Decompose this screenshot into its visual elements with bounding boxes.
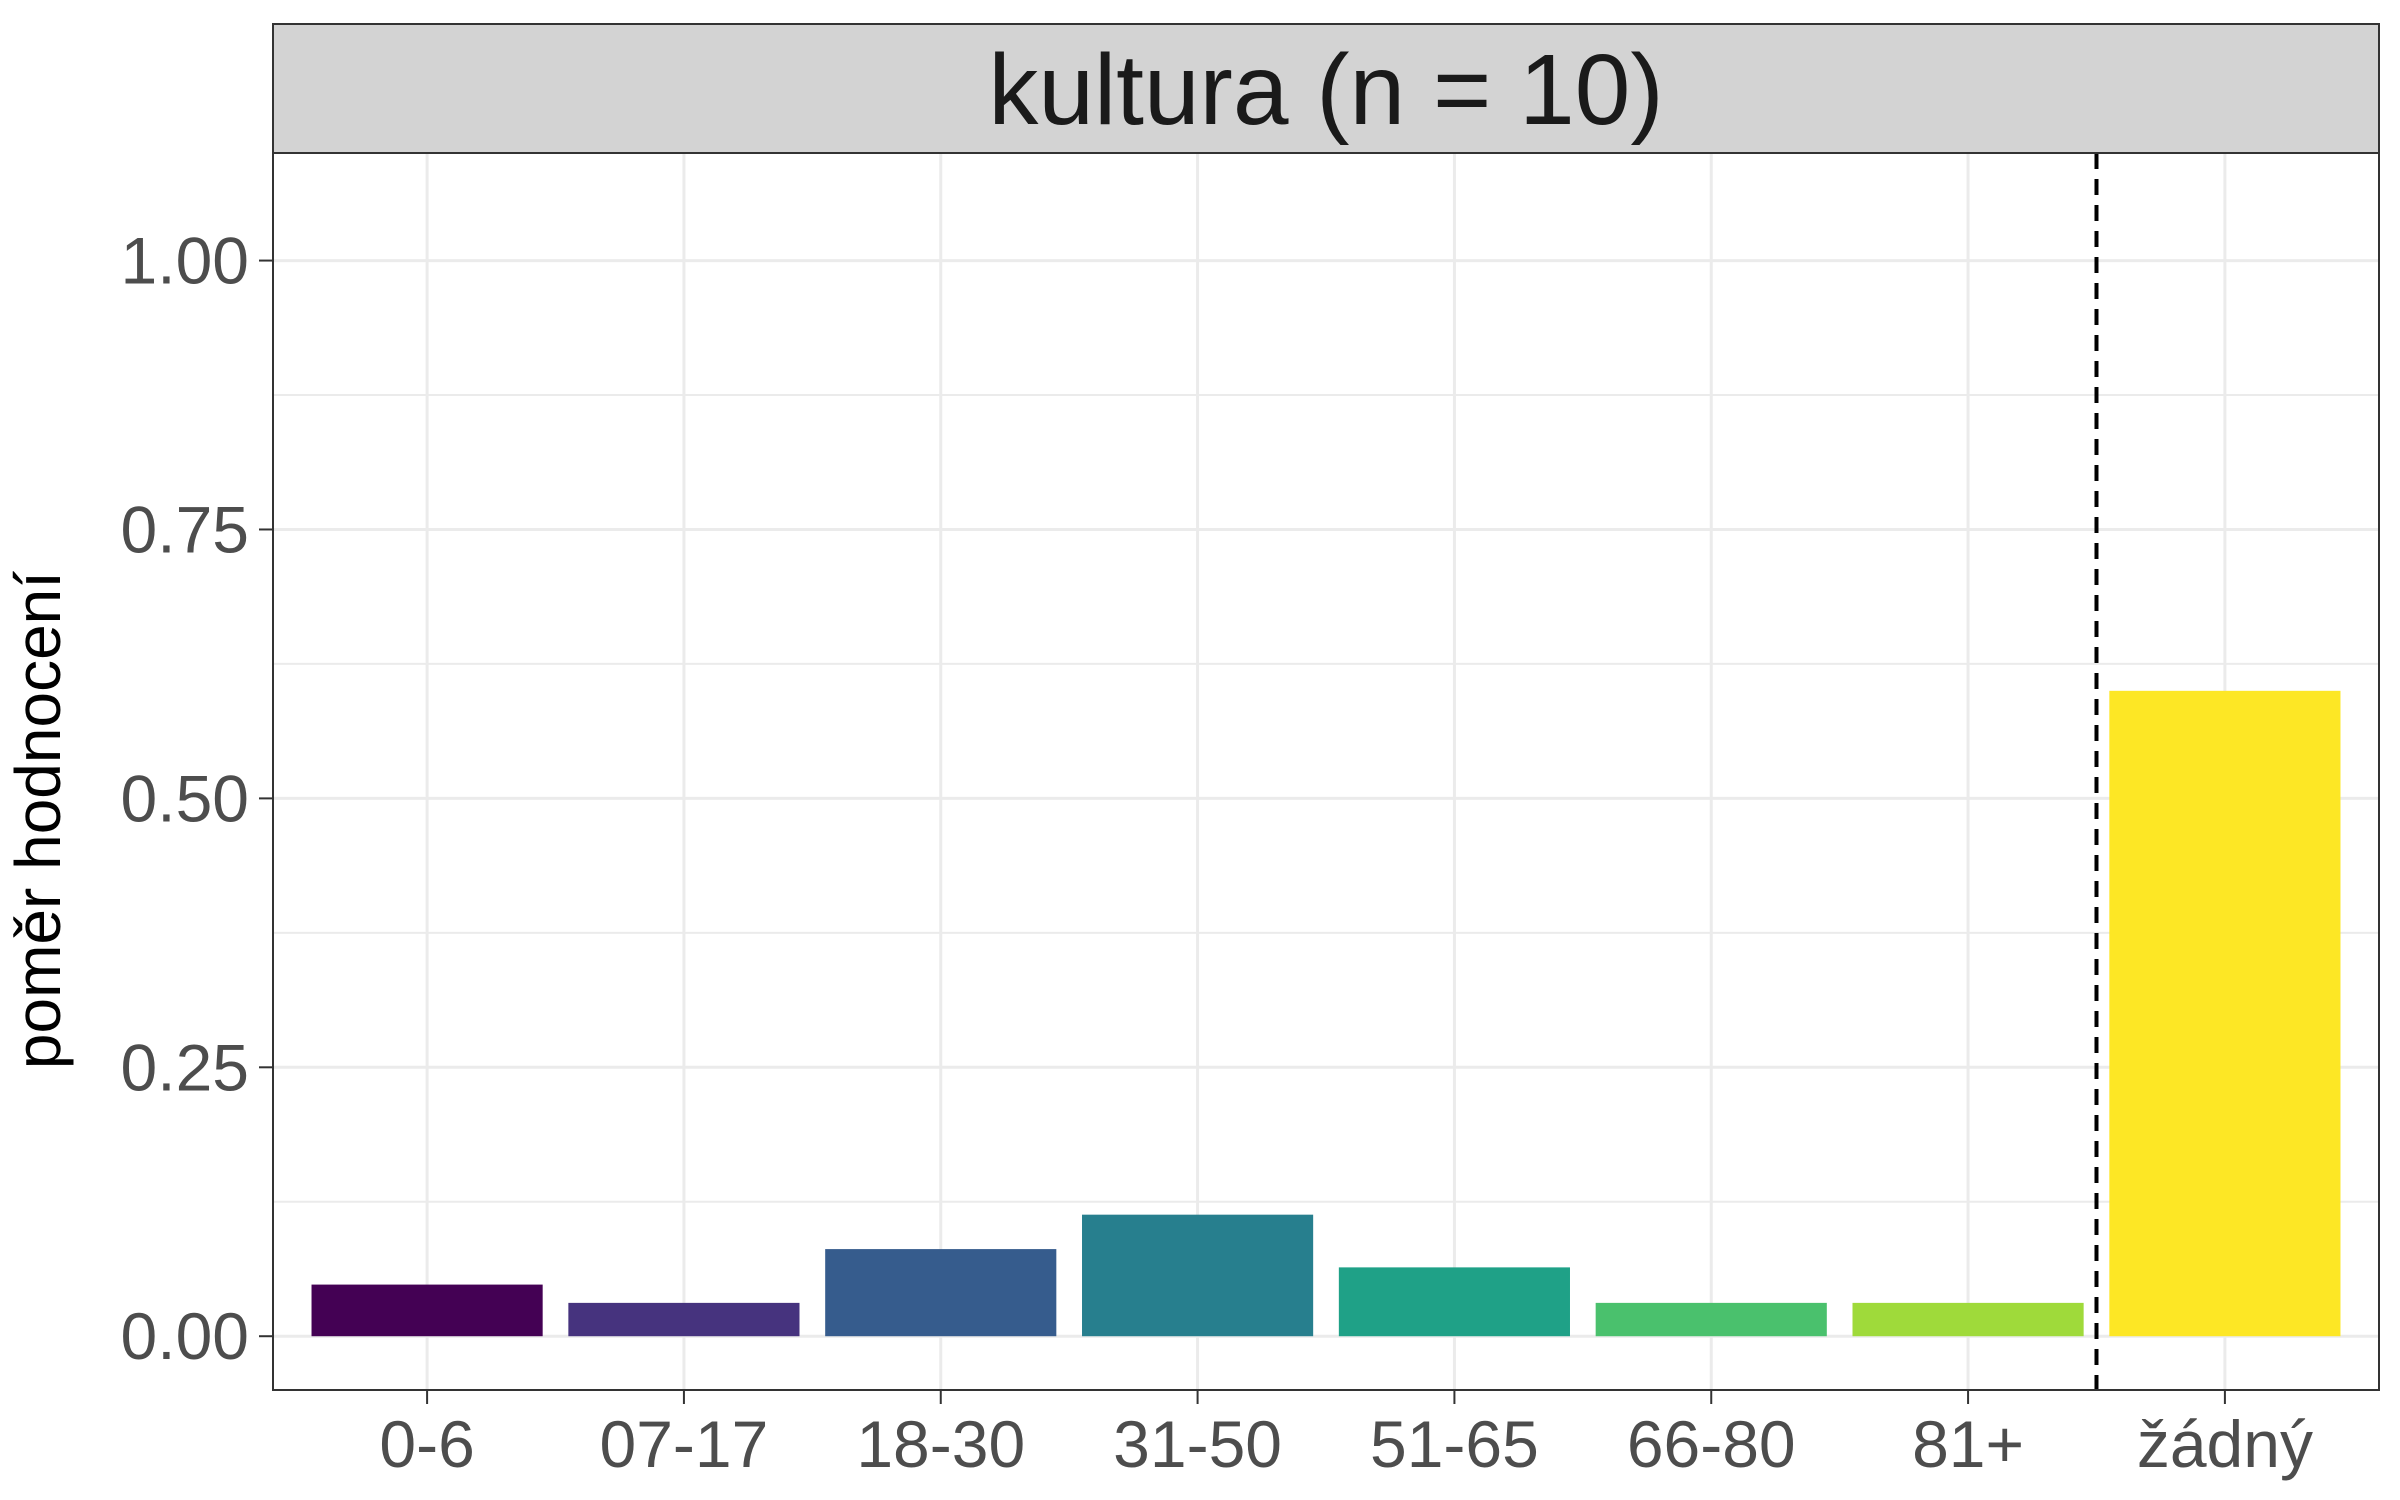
bar — [1338, 1267, 1570, 1337]
x-tick-label: 07-17 — [600, 1407, 769, 1481]
y-tick-label: 1.00 — [121, 224, 249, 298]
bar — [1852, 1302, 2084, 1337]
facet-strip — [272, 23, 2380, 154]
y-axis-ticks — [259, 259, 273, 1338]
x-tick-label: 51-65 — [1370, 1407, 1539, 1481]
x-tick-label: 31-50 — [1113, 1407, 1282, 1481]
bar — [1082, 1214, 1314, 1337]
bar — [1595, 1302, 1827, 1337]
x-axis-ticks — [426, 1390, 2226, 1404]
x-axis-tick-labels: 0-6 07-17 18-30 31-50 51-65 66-80 81+ žádný — [379, 1407, 2313, 1481]
y-axis-tick-labels: 0.00 0.25 0.50 0.75 1.00 — [121, 224, 249, 1374]
bar — [568, 1302, 800, 1337]
y-tick-label: 0.50 — [121, 761, 249, 835]
y-tick-label: 0.75 — [121, 492, 249, 566]
grid-minor — [273, 394, 2379, 1203]
x-tick-label: 66-80 — [1627, 1407, 1796, 1481]
x-tick-label: žádný — [2137, 1407, 2313, 1481]
y-axis-title: poměr hodnocení — [2, 571, 74, 1069]
plot-panel-border — [272, 152, 2380, 1391]
y-tick-label: 0.25 — [121, 1030, 249, 1104]
bar — [311, 1284, 543, 1337]
bars — [311, 690, 2341, 1337]
bar — [2109, 690, 2341, 1337]
y-tick-label: 0.00 — [121, 1299, 249, 1373]
x-tick-label: 81+ — [1912, 1407, 2024, 1481]
x-tick-label: 0-6 — [379, 1407, 474, 1481]
plot-panel — [273, 153, 2379, 1390]
facet-strip-title: kultura (n = 10) — [988, 34, 1663, 146]
x-tick-label: 18-30 — [856, 1407, 1025, 1481]
bar — [825, 1249, 1057, 1337]
grid-major — [273, 153, 2379, 1390]
